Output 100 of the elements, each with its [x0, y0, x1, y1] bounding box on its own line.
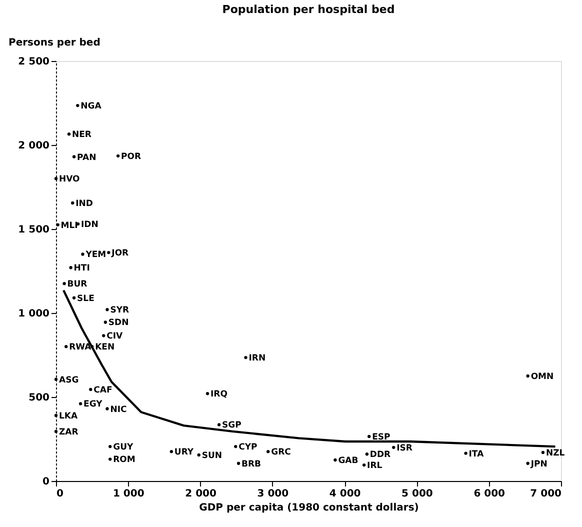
point — [217, 423, 221, 426]
point — [365, 452, 369, 456]
point — [71, 201, 74, 205]
data-label: EGY — [84, 400, 104, 410]
x-tick-label: 3 000 — [257, 488, 289, 500]
point — [54, 177, 58, 180]
point — [64, 345, 68, 348]
x-tick-label: 5 000 — [402, 488, 433, 500]
x-tick-label: 2 000 — [185, 488, 216, 500]
point — [56, 223, 60, 226]
data-label: SDN — [108, 318, 129, 328]
point — [526, 462, 530, 465]
point — [62, 282, 66, 286]
point — [206, 392, 210, 396]
y-tick-label: 1 000 — [18, 308, 50, 320]
data-label: HVO — [59, 174, 80, 185]
data-label: JPN — [530, 459, 548, 470]
point — [108, 458, 112, 461]
data-label: IRN — [248, 354, 266, 364]
point — [236, 462, 240, 465]
data-label: MLI — [60, 220, 78, 231]
data-label: LKA — [59, 411, 78, 422]
data-label: IDN — [81, 220, 98, 230]
point — [104, 320, 107, 324]
data-label: DDR — [370, 450, 392, 460]
data-label: BRB — [242, 459, 262, 470]
y-tick-label: 500 — [28, 392, 50, 404]
x-tick-label: 1 000 — [112, 488, 144, 500]
data-label: SLE — [77, 294, 95, 304]
data-label: NGA — [80, 102, 102, 112]
data-label: RWA — [69, 342, 92, 353]
point — [78, 402, 82, 406]
point — [54, 414, 58, 418]
y-axis-title: Persons per bed — [8, 38, 100, 48]
point — [72, 155, 76, 158]
point — [464, 452, 468, 455]
chart-title: Population per hospital bed — [222, 3, 395, 16]
point — [89, 388, 92, 392]
point — [54, 430, 58, 434]
data-label: ESP — [372, 432, 390, 442]
data-label: IRL — [367, 461, 383, 472]
x-tick-label: 6 000 — [474, 488, 506, 500]
data-label: CIV — [106, 332, 124, 342]
y-tick-label: 1 500 — [18, 224, 50, 236]
point — [81, 252, 84, 256]
data-label: ZAR — [59, 427, 79, 438]
data-label: BUR — [67, 280, 88, 290]
data-label: ITA — [468, 449, 484, 460]
data-label: SGP — [222, 420, 242, 431]
y-tick-label: 2 500 — [18, 56, 50, 68]
y-tick-label: 2 000 — [18, 140, 50, 152]
data-label: CYP — [238, 442, 258, 453]
point — [334, 458, 337, 462]
x-axis-title: GDP per capita (1980 constant dollars) — [199, 502, 419, 514]
point — [197, 453, 200, 457]
x-tick-label: 4 000 — [329, 488, 361, 500]
point — [72, 296, 76, 300]
point — [54, 378, 58, 381]
data-label: YEM — [84, 250, 106, 260]
point — [266, 450, 270, 454]
data-label: OMN — [530, 372, 554, 382]
data-label: ISR — [396, 443, 413, 454]
point — [106, 407, 109, 410]
data-label: KEN — [95, 342, 115, 353]
data-label: ASG — [59, 375, 79, 386]
point — [69, 266, 72, 270]
x-tick-label: 7 000 — [530, 488, 562, 500]
point — [234, 444, 238, 448]
data-label: GUY — [113, 442, 134, 453]
data-label: ROM — [113, 455, 136, 466]
data-label: POR — [121, 152, 142, 162]
data-label: SUN — [202, 450, 222, 461]
data-label: JOR — [110, 248, 130, 259]
data-label: NER — [72, 130, 92, 140]
data-label: SYR — [110, 306, 130, 316]
point — [526, 374, 530, 378]
data-label: GRC — [271, 448, 291, 458]
point — [170, 450, 174, 454]
data-label: IND — [76, 198, 93, 209]
data-label: URY — [174, 448, 194, 458]
point — [392, 446, 396, 449]
y-tick-label: 0 — [42, 476, 50, 488]
point — [67, 132, 71, 136]
point — [76, 104, 80, 108]
point — [106, 308, 109, 312]
data-label: IRQ — [210, 390, 228, 400]
point — [107, 250, 110, 254]
data-label: NIC — [110, 404, 127, 415]
point — [108, 444, 112, 448]
x-tick-label: 0 — [56, 488, 64, 500]
point — [244, 356, 248, 360]
point — [541, 450, 545, 454]
point — [368, 434, 371, 438]
point — [102, 334, 106, 338]
data-label: GAB — [338, 456, 358, 466]
point — [362, 463, 366, 467]
data-label: PAN — [77, 152, 96, 163]
data-label: CAF — [94, 385, 112, 396]
data-label: NZL — [546, 448, 566, 458]
point — [116, 154, 120, 158]
